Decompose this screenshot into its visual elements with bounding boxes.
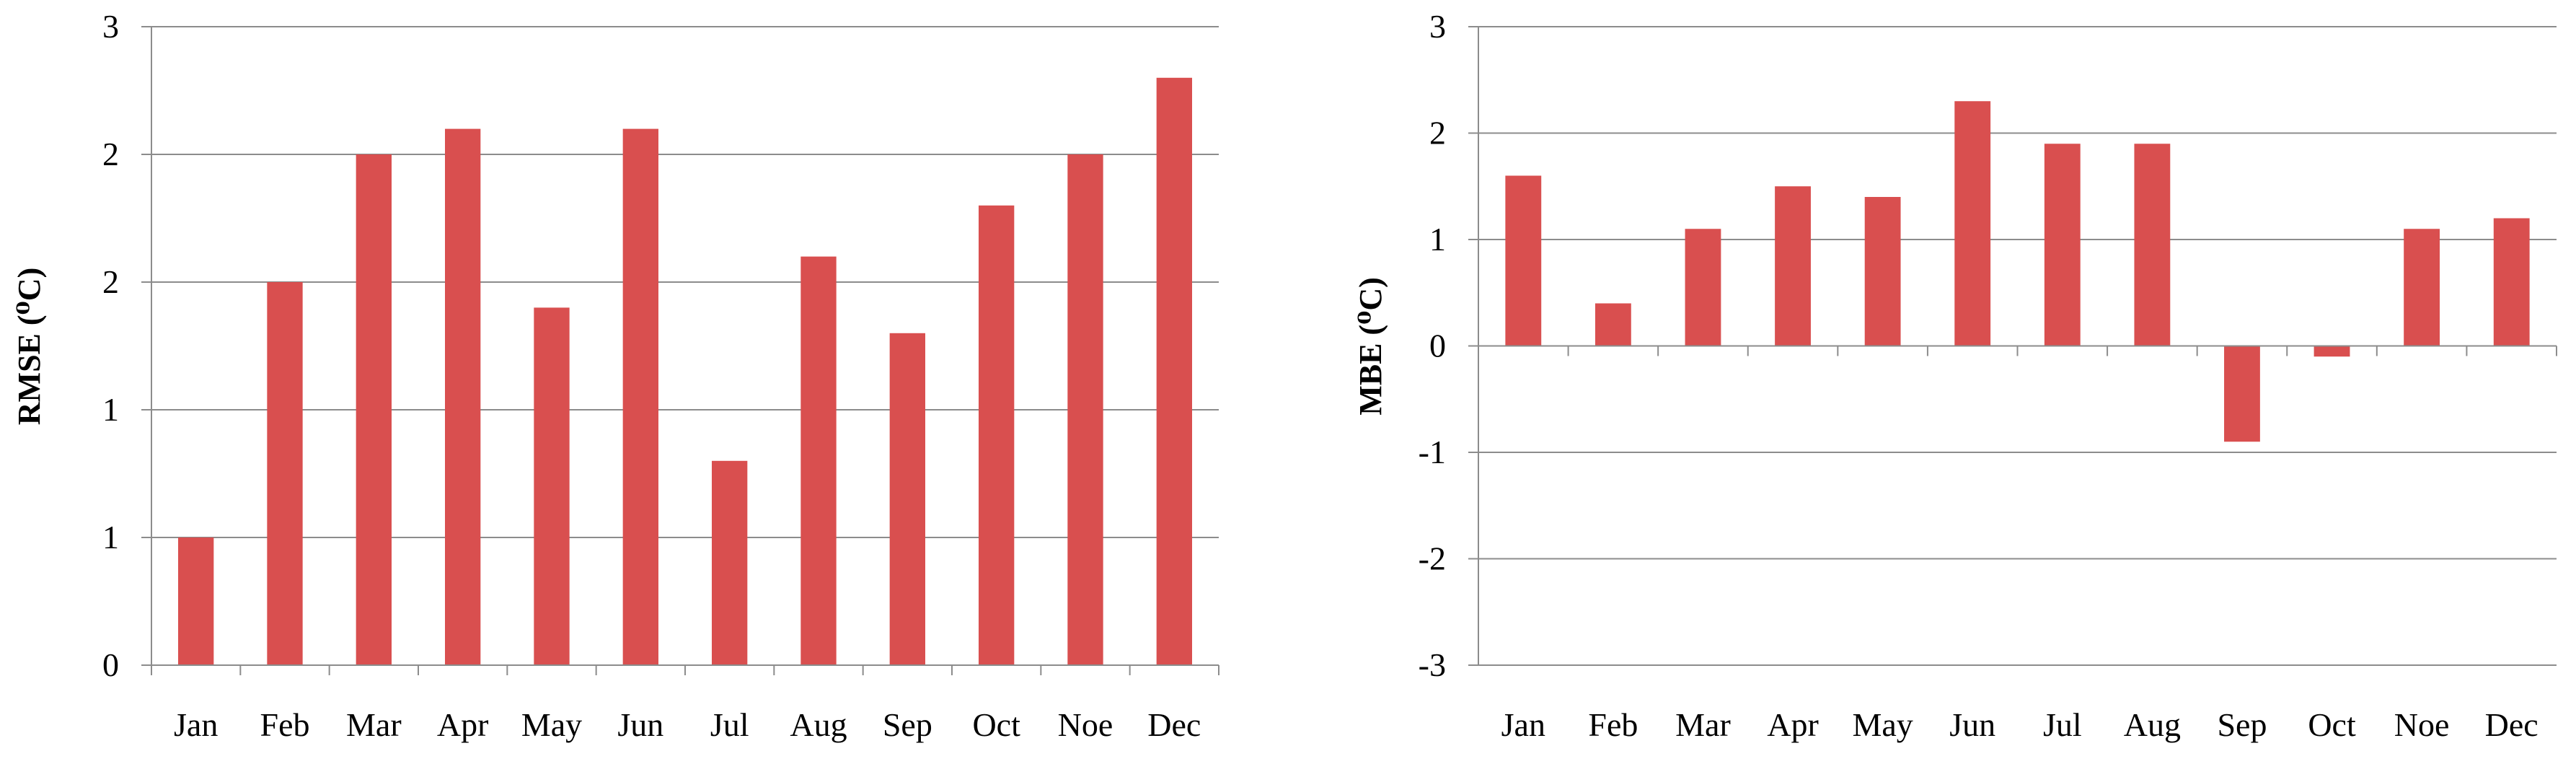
x-category-label: Jul (710, 706, 749, 743)
mbe-chart: -3 -2 -1 0 1 2 3 Jan Feb Mar Apr May Jun Jul Aug Sep Oct… (1298, 0, 2576, 764)
bar (178, 537, 214, 665)
y-tick-label: 2 (102, 136, 119, 172)
y-tick-label: 1 (102, 519, 119, 556)
rmse-chart-svg: 0 1 1 2 2 3 Jan Feb Mar Apr May Jun Jul Aug Sep Oct Noe D… (12, 8, 1219, 743)
y-tick-label: 0 (102, 646, 119, 683)
y-tick-label: 2 (102, 263, 119, 300)
bar (1594, 303, 1631, 346)
bar (1864, 197, 1901, 346)
bar (979, 205, 1015, 665)
x-category-label: Dec (2485, 706, 2538, 743)
bar (2313, 346, 2350, 357)
x-category-label: Feb (1588, 706, 1638, 743)
x-category-label: Oct (972, 706, 1020, 743)
x-category-label: Dec (1147, 706, 1201, 743)
rmse-chart: 0 1 1 2 2 3 Jan Feb Mar Apr May Jun Jul Aug Sep Oct Noe D… (0, 0, 1255, 764)
bar (1156, 77, 1192, 666)
y-tick-label: 0 (1429, 328, 1446, 364)
bar (2404, 229, 2440, 346)
x-category-label: Jan (174, 706, 218, 743)
x-category-label: Jul (2043, 706, 2082, 743)
x-category-label: Feb (260, 706, 310, 743)
y-axis-title: MBE (⁰C) (1353, 277, 1388, 416)
y-tick-label: 3 (1429, 8, 1446, 45)
y-tick-label: -2 (1419, 540, 1446, 577)
x-category-label: Sep (2217, 706, 2267, 743)
x-category-label: Apr (437, 706, 489, 743)
bar (445, 128, 481, 666)
bar (622, 128, 658, 666)
x-category-label: May (521, 706, 582, 743)
x-category-label: Mar (1675, 706, 1731, 743)
y-tick-label: 2 (1429, 115, 1446, 152)
bar (889, 333, 925, 665)
bar (2134, 144, 2171, 346)
bar (534, 307, 570, 665)
y-tick-label: 3 (102, 8, 119, 45)
x-category-label: Noe (1058, 706, 1113, 743)
y-tick-label: -1 (1419, 434, 1446, 470)
y-tick-label: 1 (102, 391, 119, 428)
bar (1775, 186, 1811, 346)
bar (712, 460, 748, 665)
bar (1685, 229, 1721, 346)
bar (2044, 144, 2081, 346)
bar (2224, 346, 2260, 442)
x-category-label: Aug (790, 706, 847, 743)
x-category-label: Apr (1767, 706, 1819, 743)
x-category-label: Noe (2394, 706, 2450, 743)
x-category-label: Jun (617, 706, 663, 743)
bar (356, 154, 392, 665)
y-tick-label: -3 (1419, 646, 1446, 683)
x-category-label: May (1852, 706, 1913, 743)
bar (800, 256, 837, 666)
x-category-label: Oct (2308, 706, 2356, 743)
bar (2493, 218, 2530, 346)
bar (267, 282, 303, 665)
x-category-label: Mar (346, 706, 402, 743)
y-axis-title: RMSE (⁰C) (12, 268, 47, 425)
x-category-label: Sep (883, 706, 932, 743)
x-category-label: Jun (1949, 706, 1995, 743)
x-category-label: Aug (2124, 706, 2181, 743)
x-category-label: Jan (1501, 706, 1545, 743)
bar (1067, 154, 1103, 665)
mbe-chart-svg: -3 -2 -1 0 1 2 3 Jan Feb Mar Apr May Jun Jul Aug Sep Oct… (1353, 8, 2557, 743)
bar (1505, 175, 1542, 346)
bar (1954, 101, 1991, 346)
y-tick-label: 1 (1429, 221, 1446, 258)
